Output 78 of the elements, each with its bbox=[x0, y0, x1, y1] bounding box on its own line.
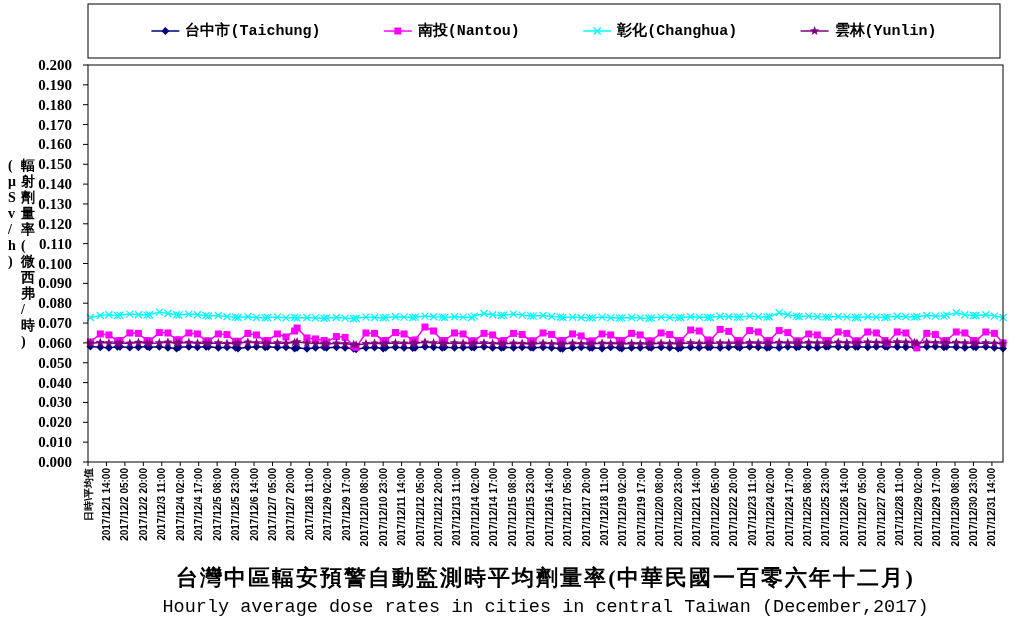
x-tick-label: 2017/12/10 23:00 bbox=[377, 467, 389, 547]
x-tick-label: 2017/12/22 20:00 bbox=[728, 467, 740, 547]
x-tick-label: 2017/12/19 02:00 bbox=[617, 467, 629, 547]
x-tick-label: 2017/12/31 14:00 bbox=[986, 467, 998, 547]
legend-label: 南投(Nantou) bbox=[416, 21, 520, 40]
y-tick-label: 0.060 bbox=[38, 334, 72, 351]
x-tick-label: 2017/12/24 02:00 bbox=[765, 467, 777, 547]
x-tick-label: 2017/12/20 08:00 bbox=[654, 467, 666, 547]
y-tick-label: 0.200 bbox=[38, 57, 72, 73]
legend-label: 彰化(Changhua) bbox=[616, 20, 738, 40]
text: 輻射劑量率(微西弗/時) (μSv/h) bbox=[8, 157, 35, 349]
x-tick-label: 2017/12/5 23:00 bbox=[230, 467, 242, 541]
x-tick-label: 2017/12/3 11:00 bbox=[156, 467, 168, 541]
y-tick-label: 0.190 bbox=[38, 76, 72, 93]
x-tick-label: 2017/12/25 08:00 bbox=[801, 467, 813, 547]
legend-label: 台中市(Taichung) bbox=[185, 20, 321, 40]
y-tick-label: 0.090 bbox=[38, 275, 72, 292]
text: Hourly average dose rates in cities in central Taiwan (December,2017) bbox=[162, 597, 929, 618]
x-tick-label: 2017/12/30 23:00 bbox=[967, 467, 979, 547]
x-tick-label: 2017/12/20 23:00 bbox=[672, 467, 684, 547]
x-tick-label: 2017/12/6 14:00 bbox=[248, 467, 260, 541]
x-tick-label: 2017/12/5 08:00 bbox=[211, 467, 223, 541]
x-tick-label: 2017/12/23 11:00 bbox=[746, 467, 758, 546]
y-tick-label: 0.050 bbox=[38, 354, 72, 371]
x-tick-label: 2017/12/26 14:00 bbox=[838, 467, 850, 547]
x-tick-label: 日時\平均值 bbox=[82, 468, 94, 521]
x-tick-label: 2017/12/22 05:00 bbox=[709, 467, 721, 547]
x-tick-label: 2017/12/4 02:00 bbox=[174, 467, 186, 541]
y-tick-label: 0.070 bbox=[38, 315, 72, 332]
x-tick-label: 2017/12/1 14:00 bbox=[100, 467, 112, 541]
x-tick-label: 2017/12/7 20:00 bbox=[285, 467, 297, 541]
x-tick-label: 2017/12/17 05:00 bbox=[562, 467, 574, 547]
x-tick-label: 2017/12/25 23:00 bbox=[820, 467, 832, 547]
x-tick-label: 2017/12/21 14:00 bbox=[691, 467, 703, 547]
y-tick-label: 0.180 bbox=[38, 96, 72, 113]
x-tick-label: 2017/12/2 05:00 bbox=[119, 467, 131, 541]
y-tick-label: 0.130 bbox=[38, 195, 72, 212]
y-tick-label: 0.020 bbox=[38, 414, 72, 431]
y-tick-label: 0.080 bbox=[38, 295, 72, 312]
x-tick-label: 2017/12/14 02:00 bbox=[469, 467, 481, 547]
x-tick-label: 2017/12/18 11:00 bbox=[599, 467, 611, 546]
x-tick-label: 2017/12/17 20:00 bbox=[580, 467, 592, 547]
legend-label: 雲林(Yunlin) bbox=[834, 21, 937, 40]
x-tick-label: 2017/12/11 14:00 bbox=[396, 467, 408, 546]
x-tick-label: 2017/12/4 17:00 bbox=[193, 467, 205, 541]
y-tick-label: 0.170 bbox=[38, 116, 72, 133]
x-tick-label: 2017/12/14 17:00 bbox=[488, 467, 500, 547]
x-tick-label: 2017/12/24 17:00 bbox=[783, 467, 795, 547]
x-tick-label: 2017/12/8 11:00 bbox=[303, 467, 315, 541]
x-tick-label: 2017/12/13 11:00 bbox=[451, 467, 463, 546]
y-tick-label: 0.010 bbox=[38, 434, 72, 451]
y-tick-label: 0.160 bbox=[38, 136, 72, 153]
x-tick-label: 2017/12/9 02:00 bbox=[322, 467, 334, 541]
x-tick-label: 2017/12/27 20:00 bbox=[875, 467, 887, 547]
y-tick-label: 0.150 bbox=[38, 156, 72, 173]
x-tick-label: 2017/12/15 23:00 bbox=[525, 467, 537, 547]
x-tick-label: 2017/12/19 17:00 bbox=[635, 467, 647, 547]
x-tick-label: 2017/12/30 08:00 bbox=[949, 467, 961, 547]
x-tick-label: 2017/12/10 08:00 bbox=[359, 467, 371, 547]
x-tick-label: 2017/12/2 20:00 bbox=[137, 467, 149, 541]
x-tick-label: 2017/12/7 05:00 bbox=[266, 467, 278, 541]
y-tick-label: 0.140 bbox=[38, 176, 72, 193]
x-tick-label: 2017/12/12 20:00 bbox=[433, 467, 444, 547]
x-tick-label: 2017/12/15 08:00 bbox=[506, 467, 518, 547]
text: 台灣中區輻安預警自動監測時平均劑量率(中華民國一百零六年十二月) bbox=[176, 565, 915, 590]
x-tick-label: 2017/12/9 17:00 bbox=[340, 467, 352, 541]
y-tick-label: 0.030 bbox=[38, 394, 72, 411]
y-tick-label: 0.120 bbox=[38, 215, 72, 232]
y-tick-label: 0.100 bbox=[38, 255, 72, 272]
x-tick-label: 2017/12/29 02:00 bbox=[912, 467, 924, 547]
y-tick-label: 0.110 bbox=[39, 235, 72, 252]
y-tick-label: 0.000 bbox=[38, 454, 72, 470]
x-tick-label: 2017/12/27 05:00 bbox=[857, 467, 869, 547]
x-tick-label: 2017/12/12 05:00 bbox=[414, 467, 426, 547]
x-tick-label: 2017/12/16 14:00 bbox=[543, 467, 555, 547]
y-tick-label: 0.040 bbox=[38, 374, 72, 391]
x-tick-label: 2017/12/28 11:00 bbox=[894, 467, 906, 546]
x-tick-label: 2017/12/29 17:00 bbox=[931, 467, 943, 547]
